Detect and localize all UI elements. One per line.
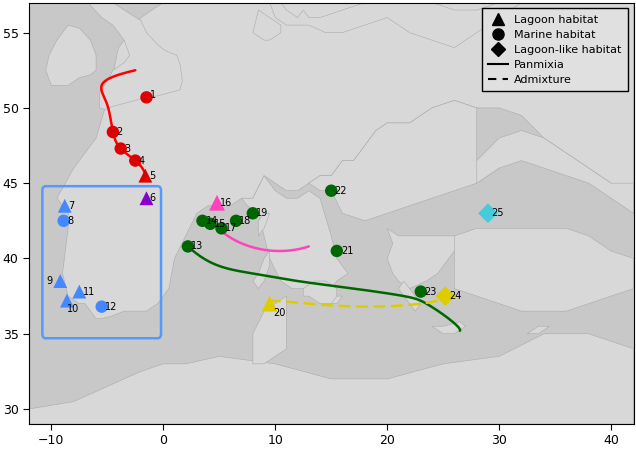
Point <box>416 288 426 295</box>
Point <box>62 297 72 304</box>
Point <box>183 243 193 250</box>
Text: 18: 18 <box>239 216 252 226</box>
Text: 12: 12 <box>105 302 118 312</box>
Polygon shape <box>242 176 348 304</box>
Point <box>326 187 336 194</box>
Text: 2: 2 <box>116 127 123 137</box>
Text: 24: 24 <box>449 291 461 301</box>
Text: 16: 16 <box>220 198 233 208</box>
Text: 7: 7 <box>68 201 74 211</box>
Legend: Lagoon habitat, Marine habitat, Lagoon-like habitat, Panmixia, Admixture: Lagoon habitat, Marine habitat, Lagoon-l… <box>481 8 628 91</box>
Point <box>116 145 126 152</box>
Polygon shape <box>303 281 337 304</box>
Polygon shape <box>398 281 421 311</box>
Text: 3: 3 <box>124 144 130 153</box>
Text: 19: 19 <box>256 208 268 218</box>
Point <box>141 195 151 202</box>
Polygon shape <box>454 228 633 311</box>
Polygon shape <box>85 0 183 109</box>
Text: 13: 13 <box>191 241 204 252</box>
Text: 15: 15 <box>214 219 226 229</box>
Polygon shape <box>29 334 633 424</box>
Point <box>97 303 107 310</box>
Text: 17: 17 <box>225 223 237 234</box>
Text: 8: 8 <box>67 216 73 226</box>
Text: 21: 21 <box>342 246 354 256</box>
Polygon shape <box>46 25 96 86</box>
Text: 1: 1 <box>150 90 156 100</box>
Polygon shape <box>253 10 281 40</box>
Text: 25: 25 <box>492 208 504 218</box>
Text: 14: 14 <box>206 216 218 226</box>
Text: 20: 20 <box>273 308 286 318</box>
Text: 4: 4 <box>139 156 145 166</box>
Point <box>141 94 151 101</box>
Point <box>130 157 141 164</box>
Text: 23: 23 <box>424 287 436 297</box>
Polygon shape <box>214 0 633 48</box>
Point <box>265 300 275 307</box>
Point <box>440 292 450 300</box>
Polygon shape <box>253 251 270 288</box>
Polygon shape <box>477 130 633 213</box>
Point <box>55 278 66 285</box>
Polygon shape <box>309 100 499 221</box>
Point <box>60 202 70 209</box>
Point <box>59 217 69 225</box>
Point <box>483 210 493 217</box>
Polygon shape <box>57 3 633 319</box>
Point <box>212 199 222 207</box>
Polygon shape <box>387 228 460 288</box>
Text: 6: 6 <box>150 193 156 203</box>
Point <box>231 217 241 225</box>
Text: 9: 9 <box>47 276 53 286</box>
Polygon shape <box>432 322 466 334</box>
Point <box>197 217 207 225</box>
Point <box>141 172 151 179</box>
Point <box>332 248 342 255</box>
Text: 11: 11 <box>83 287 95 297</box>
Point <box>74 288 85 295</box>
Text: 22: 22 <box>335 186 347 196</box>
Point <box>216 225 226 232</box>
Text: 5: 5 <box>149 171 155 180</box>
Polygon shape <box>258 213 270 236</box>
Point <box>248 210 258 217</box>
Text: 10: 10 <box>67 304 80 314</box>
Point <box>107 128 118 135</box>
Polygon shape <box>527 326 550 334</box>
Polygon shape <box>253 296 286 364</box>
Point <box>205 220 216 227</box>
